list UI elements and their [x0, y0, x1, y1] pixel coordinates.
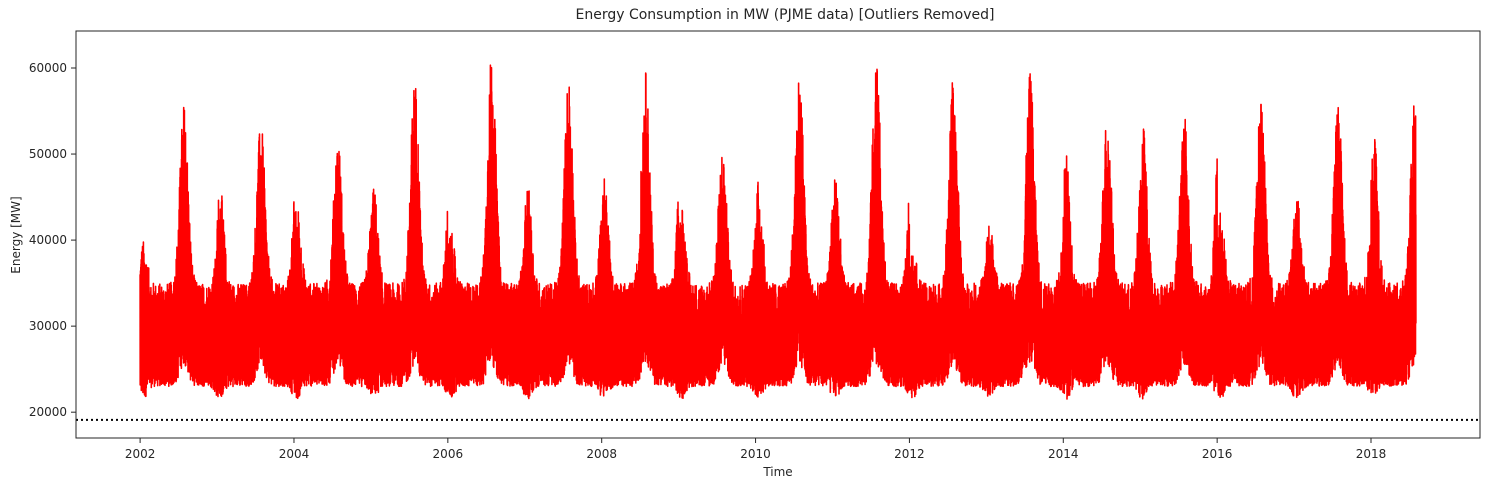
y-tick-label: 20000 — [29, 405, 67, 419]
y-tick-label: 50000 — [29, 147, 67, 161]
y-axis: 20000 30000 40000 50000 60000 — [29, 61, 76, 419]
x-tick-label: 2004 — [279, 447, 310, 461]
series-line — [139, 64, 1417, 400]
chart-title: Energy Consumption in MW (PJME data) [Ou… — [576, 7, 995, 23]
plot-area — [76, 64, 1480, 421]
y-tick-label: 40000 — [29, 233, 67, 247]
y-axis-label: Energy [MW] — [9, 196, 23, 273]
x-tick-label: 2016 — [1202, 447, 1233, 461]
x-tick-label: 2006 — [433, 447, 464, 461]
x-axis-label: Time — [762, 465, 792, 479]
x-tick-label: 2008 — [586, 447, 617, 461]
y-tick-label: 30000 — [29, 319, 67, 333]
x-tick-label: 2014 — [1048, 447, 1079, 461]
x-tick-label: 2018 — [1356, 447, 1387, 461]
x-tick-label: 2012 — [894, 447, 925, 461]
plot-frame — [75, 30, 1481, 439]
x-axis: 2002 2004 2006 2008 2010 2012 2014 2016 2018 — [125, 438, 1386, 461]
y-tick-label: 60000 — [29, 61, 67, 75]
x-tick-label: 2002 — [125, 447, 156, 461]
x-tick-label: 2010 — [740, 447, 771, 461]
